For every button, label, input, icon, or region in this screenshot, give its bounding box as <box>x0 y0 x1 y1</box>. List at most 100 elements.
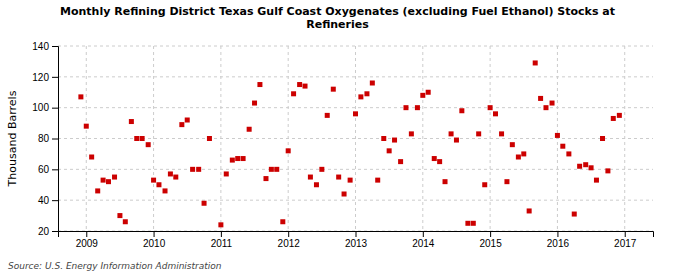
y-tick-label: 60 <box>38 164 50 175</box>
y-tick: 80 <box>38 133 58 144</box>
point <box>459 108 464 113</box>
point <box>319 167 324 172</box>
point <box>247 127 252 132</box>
point <box>443 179 448 184</box>
point <box>375 178 380 183</box>
y-tick-mark <box>52 46 58 47</box>
point <box>146 142 151 147</box>
point <box>117 213 122 218</box>
point <box>527 208 532 213</box>
point <box>218 222 223 227</box>
x-tick-mark <box>221 231 222 237</box>
point <box>303 84 308 89</box>
point <box>409 131 414 136</box>
point <box>493 111 498 116</box>
point <box>190 167 195 172</box>
point <box>476 131 481 136</box>
x-tick-label: 2009 <box>76 238 99 249</box>
point <box>471 221 476 226</box>
x-tick: 2012 <box>278 231 301 249</box>
point <box>129 119 134 124</box>
point <box>151 178 156 183</box>
point <box>78 94 83 99</box>
point <box>543 105 548 110</box>
point <box>533 60 538 65</box>
x-tick-mark <box>154 231 155 237</box>
y-axis: 20406080100120140 <box>32 41 58 237</box>
point <box>156 182 161 187</box>
point <box>504 179 509 184</box>
points <box>78 60 621 227</box>
title-line: Monthly Refining District Texas Gulf Coa… <box>60 5 615 18</box>
point <box>252 101 257 106</box>
point <box>112 175 117 180</box>
x-tick: 2016 <box>547 231 570 249</box>
point <box>241 156 246 161</box>
point <box>555 133 560 138</box>
point <box>617 113 622 118</box>
y-axis-line <box>52 47 59 232</box>
point <box>331 87 336 92</box>
x-tick: 2015 <box>479 231 502 249</box>
chart: Monthly Refining District Texas Gulf Coa… <box>0 0 675 275</box>
point <box>134 136 139 141</box>
point <box>482 182 487 187</box>
point <box>185 118 190 123</box>
plot: 2009201020112012201320142015201620172040… <box>32 41 653 249</box>
x-tick-label: 2016 <box>547 238 570 249</box>
point <box>499 131 504 136</box>
point <box>342 192 347 197</box>
y-tick: 140 <box>32 41 58 52</box>
y-axis-title: Thousand Barrels <box>6 90 19 187</box>
grid-line-x <box>490 46 491 231</box>
point <box>353 111 358 116</box>
y-tick-mark <box>52 200 58 201</box>
grid-line-x <box>624 46 625 231</box>
point <box>263 176 268 181</box>
point <box>488 105 493 110</box>
x-axis: 200920102011201220132014201520162017 <box>59 231 654 249</box>
y-tick-label: 120 <box>32 72 49 83</box>
point <box>106 179 111 184</box>
x-tick-mark <box>356 231 357 237</box>
grid-line-x <box>288 46 289 231</box>
y-tick-mark <box>52 108 58 109</box>
y-tick-label: 40 <box>38 195 50 206</box>
point <box>364 91 369 96</box>
x-tick-mark <box>423 231 424 237</box>
point <box>291 91 296 96</box>
x-tick-label: 2017 <box>614 238 637 249</box>
point <box>280 219 285 224</box>
grid-line-x <box>557 46 558 231</box>
y-tick-mark <box>52 231 58 232</box>
point <box>403 105 408 110</box>
point <box>207 136 212 141</box>
point <box>589 165 594 170</box>
point <box>308 175 313 180</box>
point <box>370 81 375 86</box>
point <box>600 136 605 141</box>
point <box>173 175 178 180</box>
point <box>257 82 262 87</box>
y-tick-label: 140 <box>32 41 49 52</box>
point <box>521 151 526 156</box>
y-tick: 40 <box>38 195 58 206</box>
point <box>286 148 291 153</box>
y-tick-mark <box>52 77 58 78</box>
point <box>398 159 403 164</box>
grid-line-x <box>220 46 221 231</box>
grid <box>58 46 653 231</box>
point <box>566 151 571 156</box>
point <box>269 167 274 172</box>
point <box>140 136 145 141</box>
point <box>392 138 397 143</box>
point <box>449 131 454 136</box>
grid-line-x <box>355 46 356 231</box>
point <box>224 171 229 176</box>
point <box>235 156 240 161</box>
point <box>538 96 543 101</box>
point <box>168 171 173 176</box>
point <box>196 167 201 172</box>
y-tick-mark <box>52 169 58 170</box>
point <box>432 156 437 161</box>
